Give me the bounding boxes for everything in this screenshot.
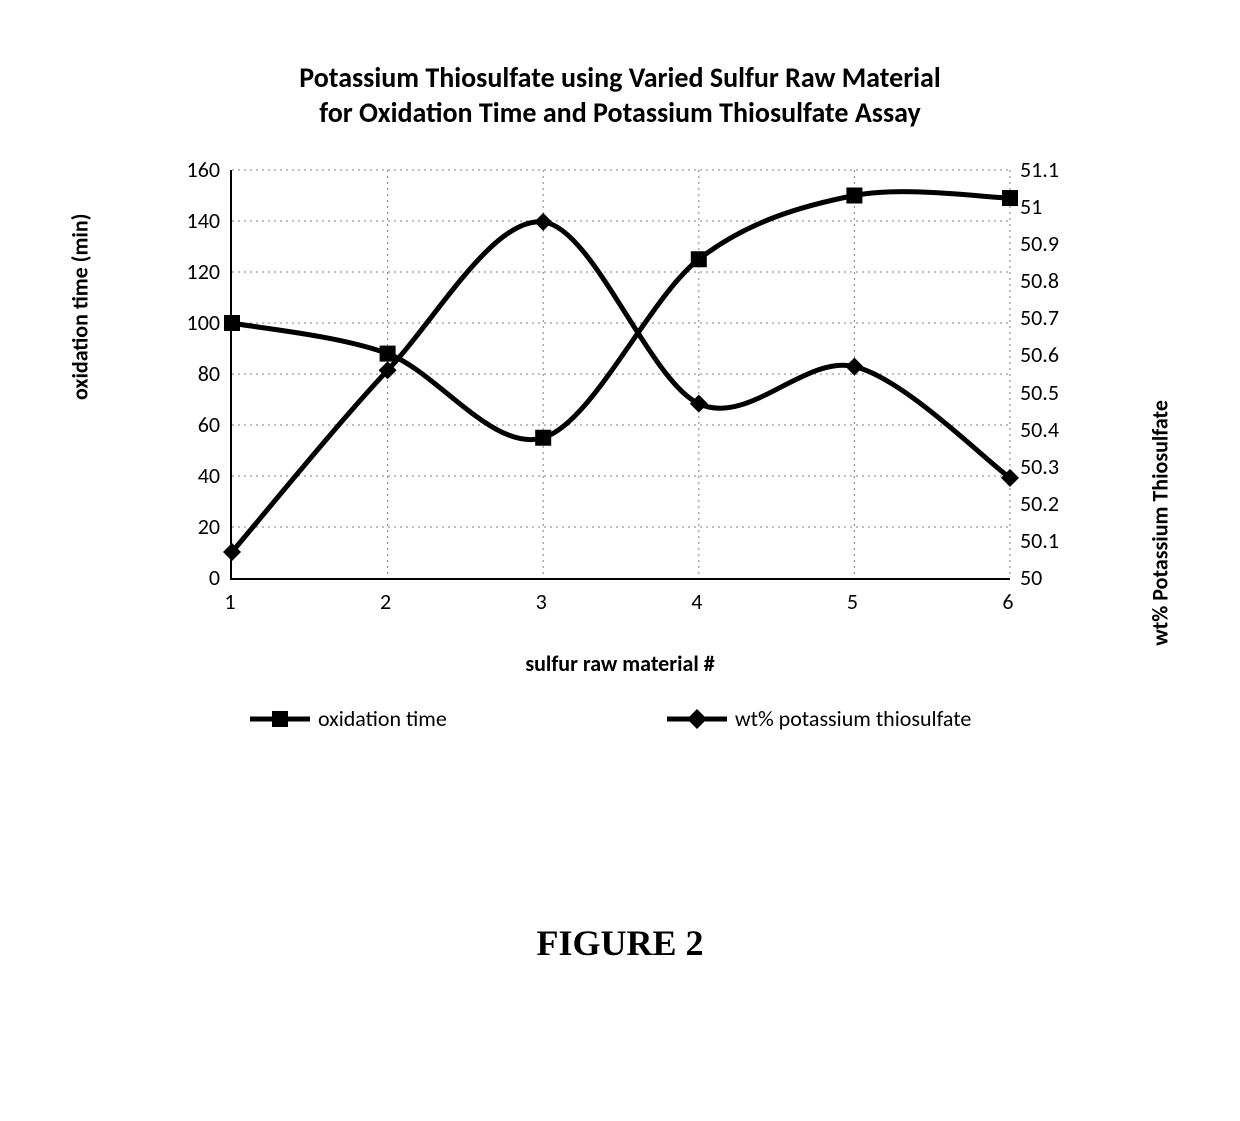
y-right-axis-label: wt% Potassium Thiosulfate xyxy=(1147,400,1174,646)
legend: oxidation time wt% potassium thiosulfate xyxy=(250,705,1170,732)
y-right-tick: 50 xyxy=(1020,567,1085,589)
plot-area xyxy=(230,170,1010,580)
x-tick: 6 xyxy=(1002,588,1013,615)
legend-label: wt% potassium thiosulfate xyxy=(735,705,972,732)
y-right-tick: 50.4 xyxy=(1020,419,1085,441)
x-tick: 5 xyxy=(847,588,858,615)
y-right-tick: 50.7 xyxy=(1020,307,1085,329)
x-tick: 1 xyxy=(224,588,235,615)
chart-svg xyxy=(232,170,1010,578)
page: Potassium Thiosulfate using Varied Sulfu… xyxy=(0,0,1240,1121)
y-right-tick: 51.1 xyxy=(1020,159,1085,181)
y-left-tick: 0 xyxy=(170,567,220,589)
y-right-tick: 50.3 xyxy=(1020,456,1085,478)
y-right-tick: 50.8 xyxy=(1020,270,1085,292)
plot-shell: oxidation time (min) wt% Potassium Thios… xyxy=(70,160,1170,640)
x-tick: 4 xyxy=(691,588,702,615)
y-right-tick: 50.9 xyxy=(1020,233,1085,255)
chart: oxidation time (min) wt% Potassium Thios… xyxy=(70,160,1170,732)
legend-label: oxidation time xyxy=(318,705,447,732)
y-left-tick: 20 xyxy=(170,516,220,538)
legend-item-oxidation-time: oxidation time xyxy=(250,705,447,732)
y-right-tick: 50.2 xyxy=(1020,493,1085,515)
y-left-tick: 40 xyxy=(170,465,220,487)
figure-caption: FIGURE 2 xyxy=(0,922,1240,964)
chart-title: Potassium Thiosulfate using Varied Sulfu… xyxy=(170,60,1070,130)
y-left-tick: 160 xyxy=(170,159,220,181)
y-right-tick: 51 xyxy=(1020,196,1085,218)
y-right-tick: 50.6 xyxy=(1020,344,1085,366)
y-left-tick: 60 xyxy=(170,414,220,436)
y-left-tick: 120 xyxy=(170,261,220,283)
legend-item-wtpct: wt% potassium thiosulfate xyxy=(667,705,972,732)
y-left-tick: 100 xyxy=(170,312,220,334)
legend-swatch-square-icon xyxy=(250,709,310,729)
x-tick: 3 xyxy=(536,588,547,615)
x-axis-label: sulfur raw material # xyxy=(70,650,1170,677)
chart-title-line1: Potassium Thiosulfate using Varied Sulfu… xyxy=(299,60,940,95)
y-right-tick: 50.5 xyxy=(1020,382,1085,404)
y-left-axis-label: oxidation time (min) xyxy=(67,214,94,400)
y-left-tick: 140 xyxy=(170,210,220,232)
y-right-tick: 50.1 xyxy=(1020,530,1085,552)
chart-title-line2: for Oxidation Time and Potassium Thiosul… xyxy=(319,95,920,130)
legend-swatch-diamond-icon xyxy=(667,709,727,729)
y-left-tick: 80 xyxy=(170,363,220,385)
x-tick: 2 xyxy=(380,588,391,615)
